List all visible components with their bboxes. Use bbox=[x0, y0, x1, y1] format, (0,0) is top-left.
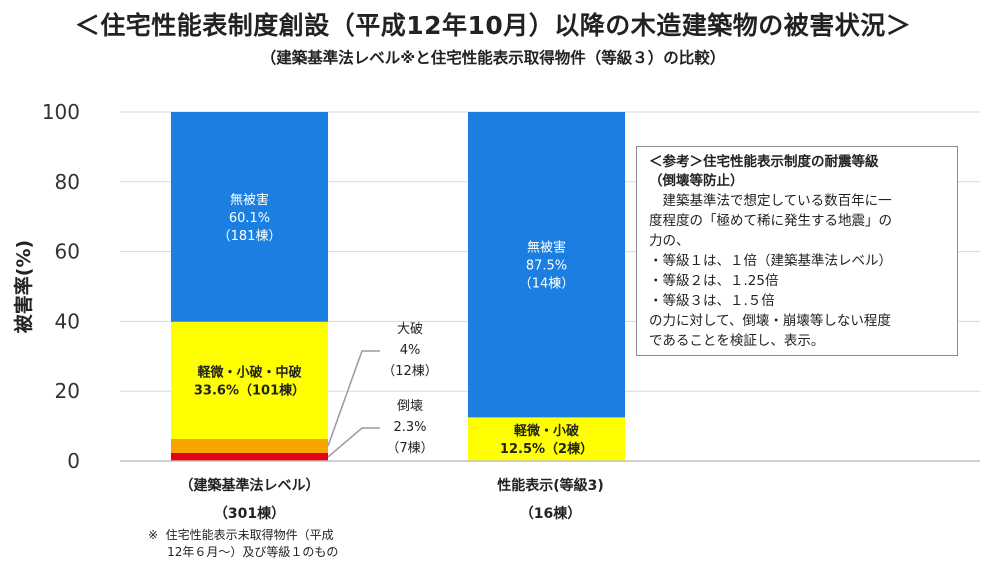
bar-data-label: 87.5% bbox=[526, 259, 567, 274]
y-tick-label: 60 bbox=[55, 240, 80, 264]
callout-label: （7棟） bbox=[386, 441, 433, 456]
bar-segment bbox=[171, 439, 328, 453]
bar-segment bbox=[171, 112, 328, 322]
callout-label: 倒壊 bbox=[397, 399, 423, 414]
bar-data-label: 軽微・小破・中破 bbox=[197, 364, 301, 380]
note-line: ・等級２は、１.25倍 bbox=[649, 273, 779, 289]
chart-subtitle: （建築基準法レベル※と住宅性能表示取得物件（等級３）の比較） bbox=[260, 49, 726, 67]
note-line: 建築基準法で想定している数百年に一 bbox=[649, 193, 892, 209]
reference-note-body: 建築基準法で想定している数百年に一 度程度の「極めて稀に発生する地震」の 力の、… bbox=[649, 191, 949, 351]
note-line: の力に対して、倒壊・崩壊等しない程度 bbox=[649, 313, 891, 329]
reference-note-box: ＜参考＞住宅性能表示制度の耐震等級 （倒壊等防止） 建築基準法で想定している数百… bbox=[636, 146, 958, 356]
y-tick-label: 0 bbox=[67, 449, 80, 473]
x-category-sublabel: （301棟） bbox=[214, 505, 285, 522]
bar-segment bbox=[468, 112, 625, 418]
note-line: 力の、 bbox=[649, 233, 690, 249]
x-category-label: （建築基準法レベル） bbox=[180, 477, 320, 494]
y-tick-label: 100 bbox=[42, 100, 80, 124]
note-line: 度程度の「極めて稀に発生する地震」の bbox=[649, 213, 892, 229]
note-line: であることを検証し、表示。 bbox=[649, 333, 825, 349]
footnote: ※ 住宅性能表示未取得物件（平成 12年６月～）及び等級１のもの bbox=[148, 528, 339, 559]
bar-segment bbox=[171, 321, 328, 440]
bar-segment bbox=[171, 452, 328, 461]
y-axis-label: 被害率(%) bbox=[12, 240, 35, 333]
callout-label: 2.3% bbox=[393, 420, 426, 435]
callout-label: （12棟） bbox=[382, 364, 438, 379]
chart-title: ＜住宅性能表制度創設（平成12年10月）以降の木造建築物の被害状況＞ bbox=[74, 11, 912, 40]
y-tick-label: 20 bbox=[55, 379, 80, 403]
callout-label: 大破 bbox=[397, 322, 423, 337]
bar-data-label: 12.5%（2棟） bbox=[500, 441, 593, 457]
note-line: ・等級３は、１.５倍 bbox=[649, 293, 775, 309]
y-tick-label: 40 bbox=[55, 309, 80, 333]
bar-data-label: 無被害 bbox=[230, 192, 269, 208]
bar-data-label: （14棟） bbox=[519, 277, 575, 292]
bar-data-label: （181棟） bbox=[218, 229, 282, 244]
callout-leader-line bbox=[327, 350, 380, 447]
callout-leader-line bbox=[327, 427, 380, 458]
x-category-sublabel: （16棟） bbox=[520, 505, 581, 522]
bar-data-label: 60.1% bbox=[229, 211, 270, 226]
bar-data-label: 軽微・小破 bbox=[514, 423, 579, 439]
callout-label: 4% bbox=[400, 343, 421, 358]
bar-segment bbox=[468, 417, 625, 461]
bar-data-label: 33.6%（101棟） bbox=[194, 382, 305, 398]
bar-data-label: 無被害 bbox=[527, 240, 566, 256]
y-tick-label: 80 bbox=[55, 170, 80, 194]
note-line: ・等級１は、１倍（建築基準法レベル） bbox=[649, 253, 892, 269]
x-category-label: 性能表示(等級3) bbox=[497, 477, 604, 494]
reference-note-title: ＜参考＞住宅性能表示制度の耐震等級 （倒壊等防止） bbox=[649, 154, 879, 189]
